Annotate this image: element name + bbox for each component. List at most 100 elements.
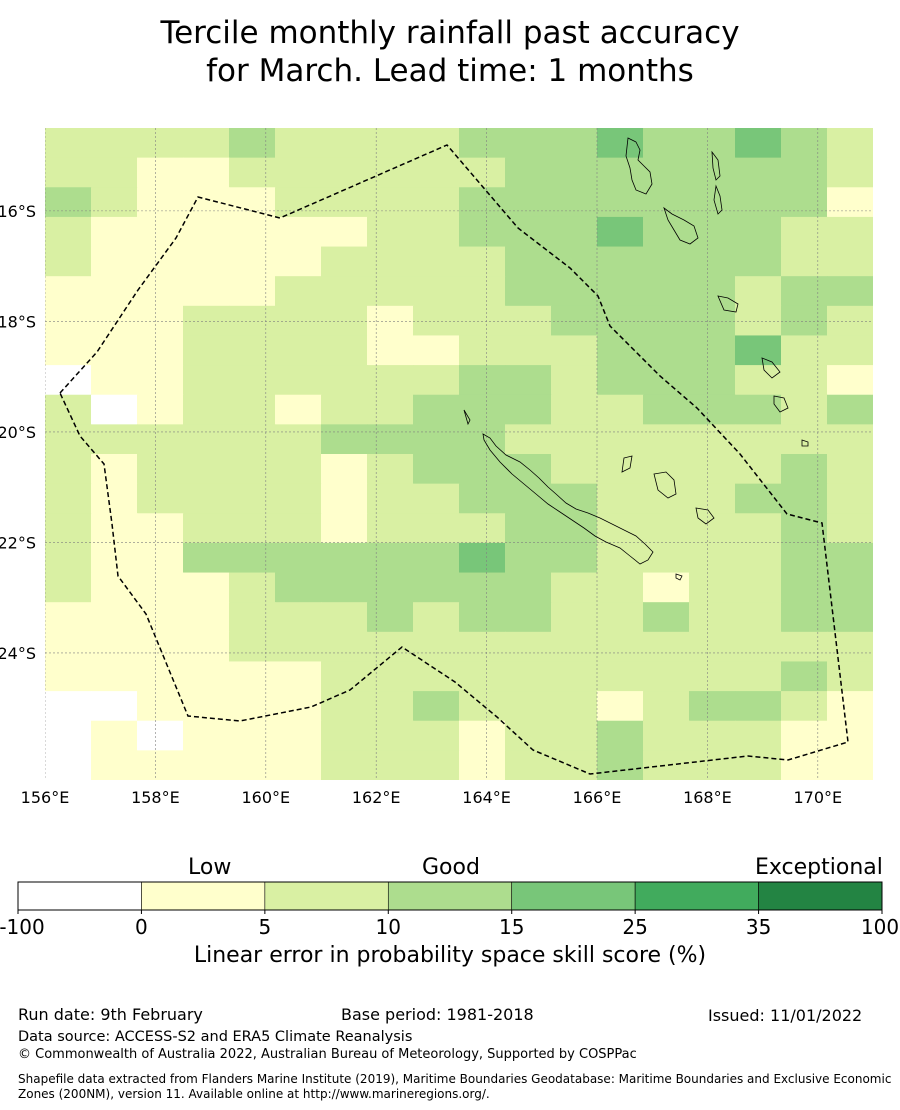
skill-cell — [229, 187, 276, 218]
skill-cell — [91, 454, 138, 485]
skill-cell — [137, 216, 184, 248]
skill-cell — [459, 365, 506, 396]
skill-cell — [321, 424, 368, 455]
skill-cell — [45, 631, 92, 663]
skill-cell — [413, 424, 460, 455]
skill-cell — [413, 128, 460, 159]
skill-cell — [183, 157, 230, 188]
skill-cell — [91, 631, 138, 663]
skill-cell — [137, 454, 184, 485]
skill-cell — [321, 276, 368, 307]
skill-cell — [183, 394, 230, 425]
skill-cell — [735, 365, 782, 396]
skill-cell — [781, 483, 828, 514]
skill-cell — [689, 720, 736, 751]
skill-cell — [459, 602, 506, 633]
skill-cell — [45, 424, 92, 455]
vanuatu-erromango-coastline — [761, 357, 781, 379]
skill-cell — [321, 542, 368, 574]
skill-cell — [367, 246, 414, 277]
issued-date: Issued: 11/01/2022 — [708, 1006, 863, 1025]
skill-cell — [735, 602, 782, 633]
skill-cell — [597, 365, 644, 396]
skill-cell — [643, 602, 690, 633]
skill-cell — [827, 631, 873, 663]
skill-cell — [551, 750, 598, 780]
skill-cell — [827, 691, 873, 722]
skill-cell — [367, 572, 414, 603]
skill-cell — [505, 394, 552, 425]
vanuatu-small-island-2 — [713, 184, 723, 215]
skill-cell — [137, 483, 184, 514]
skill-cell — [643, 720, 690, 751]
skill-cell — [183, 542, 230, 574]
colorbar-segment — [758, 881, 883, 911]
skill-cell — [91, 128, 138, 159]
skill-cell — [367, 631, 414, 663]
skill-cell — [781, 246, 828, 277]
skill-cell — [91, 572, 138, 603]
longitude-label: 158°E — [131, 788, 180, 807]
skill-cell — [367, 276, 414, 307]
skill-cell — [689, 394, 736, 425]
longitude-label: 170°E — [793, 788, 842, 807]
skill-cell — [183, 216, 230, 248]
skill-cell — [781, 365, 828, 396]
skill-cell — [827, 365, 873, 396]
map-gridlines — [45, 128, 873, 780]
skill-cell — [551, 691, 598, 722]
skill-cell — [275, 424, 322, 455]
skill-cell — [367, 720, 414, 751]
skill-cell — [551, 305, 598, 337]
skill-cell — [827, 246, 873, 277]
skill-cell — [413, 750, 460, 780]
skill-cell — [597, 305, 644, 337]
skill-cell — [459, 572, 506, 603]
skill-cell — [45, 187, 92, 218]
skill-cell — [275, 157, 322, 188]
skill-cell — [91, 394, 138, 425]
skill-cell — [689, 750, 736, 780]
skill-cell — [505, 720, 552, 751]
skill-cell — [275, 394, 322, 425]
skill-cell — [551, 365, 598, 396]
skill-cell — [459, 157, 506, 188]
skill-cell — [643, 542, 690, 574]
skill-cell — [413, 483, 460, 514]
skill-cell — [321, 691, 368, 722]
colorbar-segment — [141, 881, 266, 911]
skill-cell — [229, 365, 276, 396]
skill-cell — [413, 513, 460, 544]
skill-cell — [551, 128, 598, 159]
skill-cell — [781, 424, 828, 455]
skill-cell — [367, 394, 414, 425]
skill-cell — [183, 750, 230, 780]
longitude-label: 168°E — [683, 788, 732, 807]
skill-cell — [643, 750, 690, 780]
skill-cell — [781, 631, 828, 663]
skill-cell — [91, 750, 138, 780]
skill-cell — [275, 483, 322, 514]
skill-cell — [551, 276, 598, 307]
skill-cell — [229, 750, 276, 780]
skill-cell — [137, 513, 184, 544]
skill-cell — [827, 572, 873, 603]
vanuatu-tanna-coastline — [773, 395, 789, 413]
skill-cell — [413, 216, 460, 248]
skill-cell — [551, 246, 598, 277]
skill-cell — [505, 365, 552, 396]
skill-cell — [183, 720, 230, 751]
skill-cell — [597, 187, 644, 218]
skill-cell — [597, 246, 644, 277]
skill-cell — [643, 424, 690, 455]
colorbar — [17, 881, 883, 911]
skill-cell — [735, 276, 782, 307]
skill-cell — [91, 157, 138, 188]
skill-cell — [91, 542, 138, 574]
skill-cell — [137, 128, 184, 159]
skill-cell — [505, 335, 552, 366]
skill-cell — [321, 661, 368, 692]
latitude-labels: 16°S 18°S 20°S 22°S 24°S — [0, 202, 36, 663]
skill-cell — [321, 454, 368, 485]
skill-cell — [689, 335, 736, 366]
